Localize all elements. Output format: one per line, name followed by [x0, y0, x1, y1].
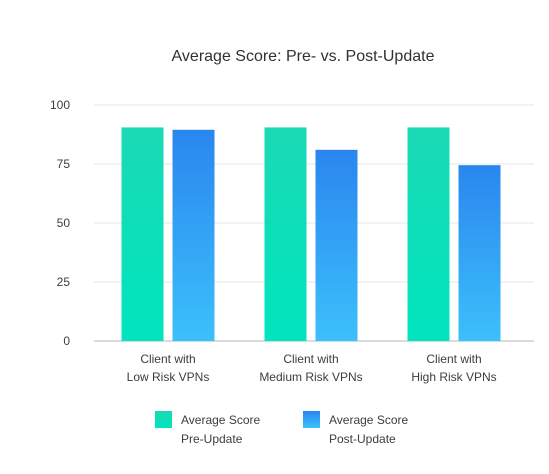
y-tick-label: 0 — [63, 334, 70, 348]
y-axis-ticks: 0 25 50 75 100 — [50, 98, 70, 348]
bar-post-update-1 — [315, 149, 358, 341]
x-axis-categories: Client with Low Risk VPNs Client with Mediu… — [127, 352, 497, 384]
y-tick-label: 50 — [57, 216, 71, 230]
category-label: Client with Medium Risk VPNs — [259, 352, 362, 384]
bar-pre-update-1 — [264, 127, 307, 341]
category-label: Client with Low Risk VPNs — [127, 352, 210, 384]
bars — [121, 127, 501, 341]
legend: Average Score Pre-Update Average Score Post… — [155, 411, 408, 446]
y-tick-label: 75 — [57, 157, 71, 171]
bar-pre-update-2 — [407, 127, 450, 341]
chart-title: Average Score: Pre- vs. Post-Update — [172, 48, 435, 65]
legend-swatch-pre-update — [155, 411, 172, 428]
y-tick-label: 100 — [50, 98, 70, 112]
bar-pre-update-0 — [121, 127, 164, 341]
legend-label-post-update: Average Score Post-Update — [329, 413, 408, 446]
y-tick-label: 25 — [57, 275, 71, 289]
category-label: Client with High Risk VPNs — [411, 352, 496, 384]
legend-label-pre-update: Average Score Pre-Update — [181, 413, 260, 446]
bar-post-update-2 — [458, 165, 501, 341]
bar-post-update-0 — [172, 129, 215, 341]
legend-swatch-post-update — [303, 411, 320, 428]
